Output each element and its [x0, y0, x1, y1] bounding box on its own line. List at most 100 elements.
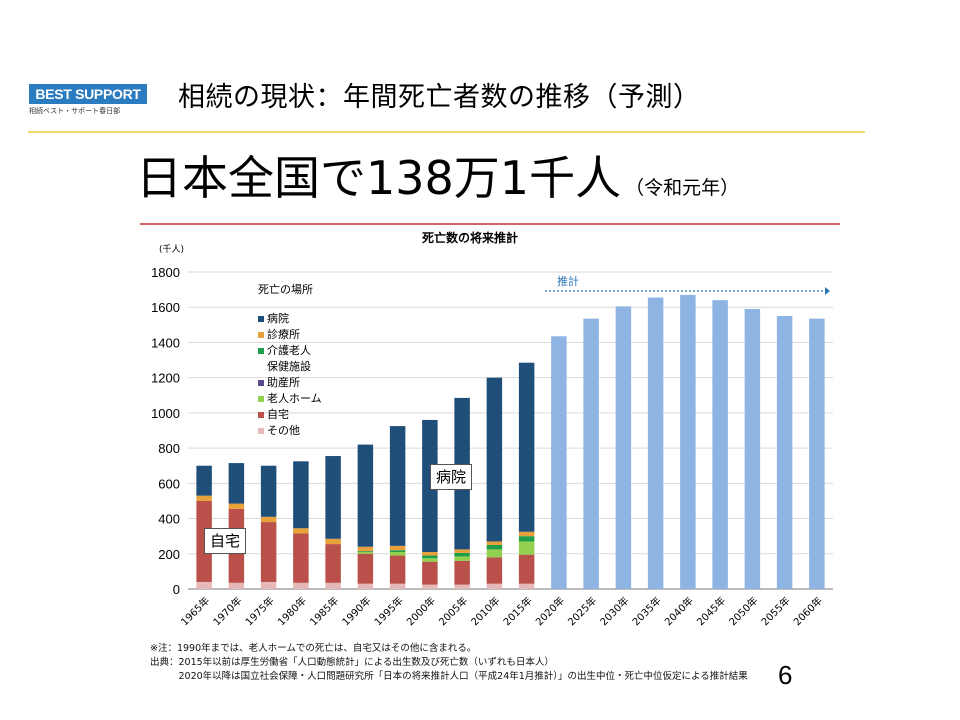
- x-tick-label: 2060年: [791, 594, 825, 628]
- bar-segment: [357, 553, 374, 584]
- y-tick-label: 1600: [151, 300, 180, 315]
- bar-segment: [486, 557, 503, 584]
- bar-segment: [260, 465, 277, 517]
- note-line: ※注：1990年までは、老人ホームでの死亡は、自宅又はその他に含まれる。: [150, 643, 477, 654]
- bar-segment: [518, 362, 535, 532]
- bar-segment: [228, 463, 245, 504]
- bar-segment: [518, 531, 535, 537]
- bar-segment: [260, 522, 277, 582]
- bar-segment: [260, 581, 277, 589]
- legend-label: 病院: [267, 312, 289, 325]
- bar-segment: [454, 549, 470, 553]
- x-tick-label: 2025年: [565, 594, 599, 628]
- x-tick-label: 2000年: [404, 594, 438, 628]
- bar-segment: [389, 426, 406, 546]
- legend-item: 診療所: [258, 327, 322, 343]
- chart-svg: 死亡数の将来推計 (千人) 0 200 400 600 800 1000 1200 1400 1…: [140, 223, 840, 628]
- x-tick-label: 2055年: [758, 594, 792, 628]
- bar-segment: [325, 456, 341, 539]
- home-callout: 自宅: [204, 528, 247, 554]
- forecast-arrow-head: [825, 287, 830, 295]
- logo-subtitle: 相続ベスト・サポート春日部: [29, 107, 121, 115]
- x-tick-label: 2005年: [436, 594, 470, 628]
- forecast-bar: [647, 297, 664, 589]
- legend-swatch: [258, 332, 264, 338]
- legend-label: 診療所: [267, 328, 300, 341]
- forecast-bar: [551, 336, 567, 589]
- legend-swatch: [258, 396, 264, 402]
- x-tick-label: 1995年: [371, 594, 405, 628]
- forecast-bar: [776, 316, 793, 589]
- x-tick-label: 1975年: [242, 594, 276, 628]
- bar-segment: [228, 582, 245, 589]
- y-tick-label: 1400: [151, 335, 180, 350]
- bar-segment: [422, 419, 438, 553]
- x-tick-label: 2015年: [500, 594, 534, 628]
- x-tick-label: 1985年: [307, 594, 341, 628]
- bar-segment: [389, 555, 406, 584]
- chart-legend: 死亡の場所 病院 診療所 介護老人 保健施設 助産所 老人ホーム 自宅 その他: [258, 282, 322, 439]
- y-tick-label: 200: [158, 547, 180, 562]
- forecast-bar: [583, 318, 599, 589]
- note-line: 2020年以降は国立社会保障・人口問題研究所「日本の将来推計人口（平成24年1月…: [150, 671, 748, 682]
- y-tick-label: 1000: [151, 406, 180, 421]
- bar-segment: [260, 516, 277, 523]
- legend-item: 介護老人 保健施設: [258, 343, 322, 375]
- bar-segment: [422, 555, 438, 559]
- legend-label: 介護老人 保健施設: [267, 344, 311, 373]
- legend-item: 自宅: [258, 407, 322, 423]
- bar-segment: [454, 552, 470, 557]
- bar-segment: [293, 461, 309, 529]
- forecast-bar: [680, 294, 696, 589]
- bar-segment: [389, 550, 406, 553]
- death-count-chart: 死亡数の将来推計 (千人) 0 200 400 600 800 1000 1200 1400 1…: [140, 222, 840, 642]
- x-tick-label: 1970年: [210, 594, 244, 628]
- bar-segment: [486, 544, 503, 550]
- legend-swatch: [258, 348, 264, 354]
- bar-segment: [389, 583, 406, 589]
- slide-title: 相続の現状：年間死亡者数の推移（予測）: [178, 82, 701, 113]
- bar-segment: [325, 544, 341, 583]
- y-tick-label: 1200: [151, 371, 180, 386]
- legend-swatch: [258, 428, 264, 434]
- legend-label: その他: [267, 424, 300, 437]
- legend-item: 助産所: [258, 375, 322, 391]
- legend-item: その他: [258, 423, 322, 439]
- bar-segment: [518, 554, 535, 584]
- bar-segment: [357, 546, 374, 552]
- legend-label: 助産所: [267, 376, 300, 389]
- bar-segment: [196, 495, 212, 501]
- page-number: 6: [778, 660, 793, 690]
- bar-segment: [454, 560, 470, 585]
- hospital-callout: 病院: [430, 464, 473, 490]
- bar-segment: [486, 549, 503, 558]
- bar-segment: [357, 444, 374, 547]
- legend-swatch: [258, 380, 264, 386]
- bar-segment: [357, 583, 374, 589]
- legend-label: 老人ホーム: [267, 392, 322, 405]
- bar-segment: [357, 552, 374, 554]
- bar-segment: [422, 558, 438, 562]
- forecast-bar: [744, 308, 761, 589]
- bar-segment: [389, 545, 406, 551]
- x-tick-label: 1990年: [339, 594, 373, 628]
- chart-title: 死亡数の将来推計: [422, 230, 518, 245]
- bar-segment: [325, 538, 341, 545]
- bar-segment: [454, 584, 470, 589]
- x-tick-label: 2035年: [629, 594, 663, 628]
- forecast-label: 推計: [557, 274, 579, 288]
- headline-sub: （令和元年）: [625, 177, 740, 199]
- legend-label: 自宅: [267, 408, 289, 421]
- bar-segment: [518, 536, 535, 542]
- x-tick-label: 2030年: [597, 594, 631, 628]
- bar-segment: [325, 582, 341, 589]
- bar-segment: [228, 503, 245, 509]
- best-support-logo: BEST SUPPORT 相続ベスト・サポート春日部: [29, 84, 147, 120]
- x-tick-label: 2040年: [662, 594, 696, 628]
- bar-segment: [196, 581, 212, 589]
- bar-segment: [293, 582, 309, 589]
- forecast-bar: [712, 300, 728, 589]
- bar-segment: [518, 583, 535, 589]
- forecast-bar: [615, 306, 632, 589]
- bar-segment: [518, 541, 535, 555]
